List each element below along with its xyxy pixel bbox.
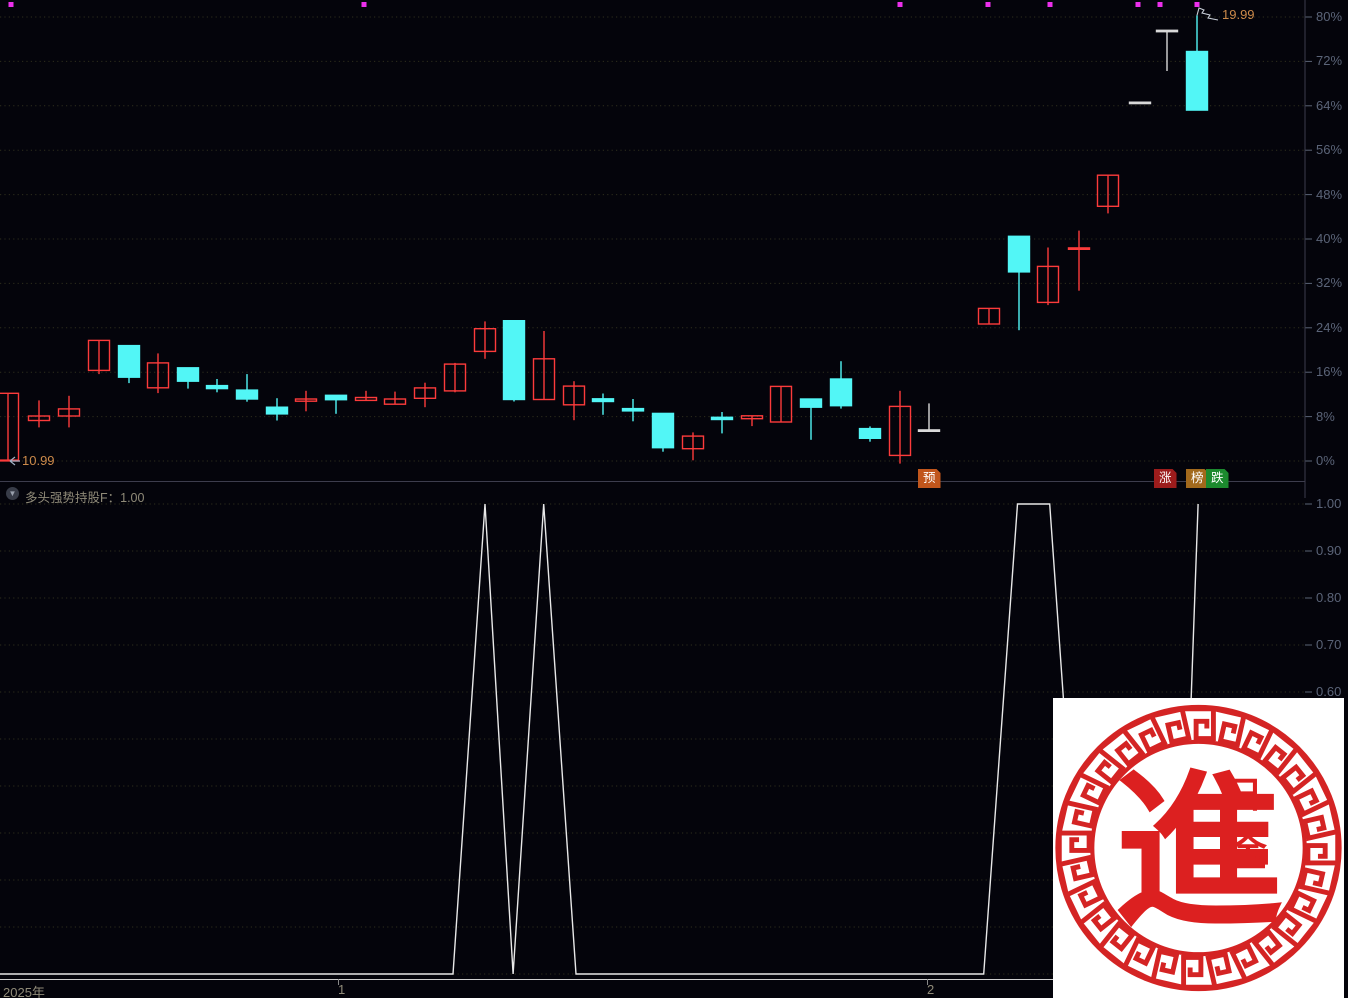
svg-text:金: 金 [1228,832,1267,875]
svg-text:日: 日 [1226,775,1262,815]
